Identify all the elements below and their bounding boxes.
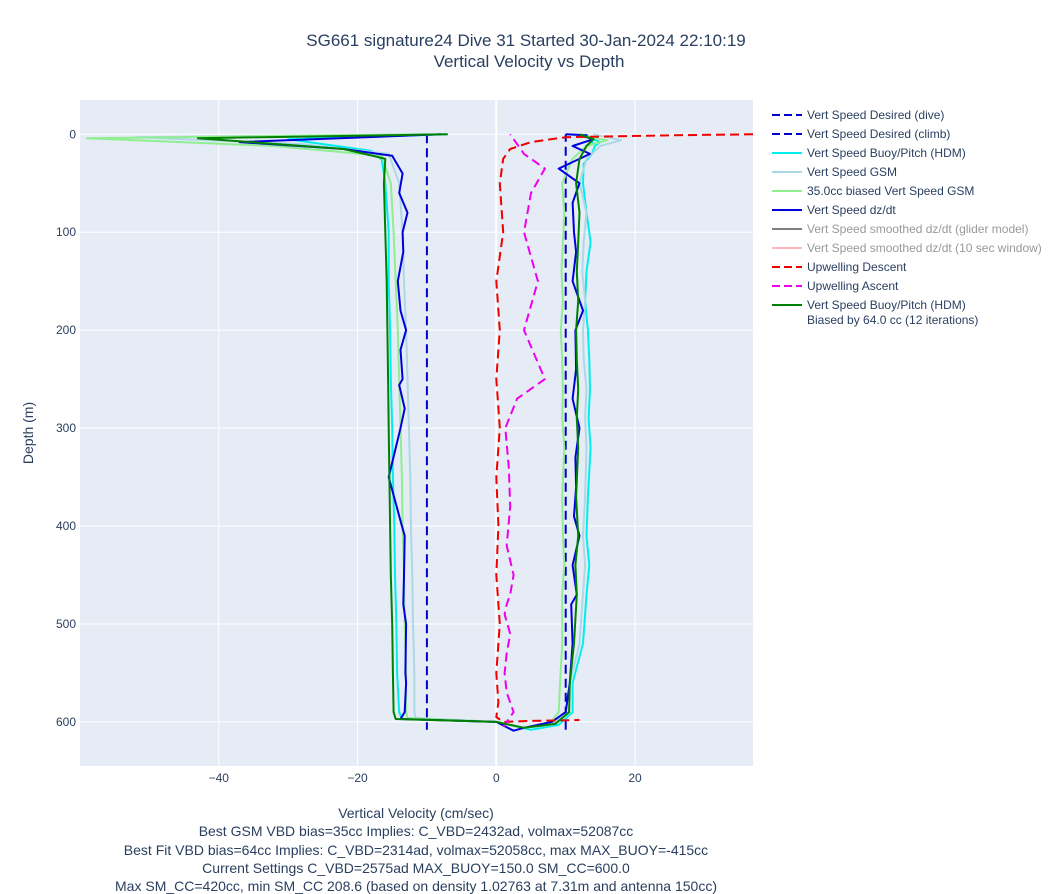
x-tick-label: −40 <box>209 771 230 785</box>
x-tick-label: 20 <box>628 771 642 785</box>
legend: Vert Speed Desired (dive) Vert Speed Desi… <box>772 108 1042 327</box>
x-axis-note-1: Best GSM VBD bias=35cc Implies: C_VBD=24… <box>199 823 634 839</box>
series-line-4 <box>85 133 609 729</box>
y-tick-label: 500 <box>56 617 76 631</box>
legend-label-2: Vert Speed Buoy/Pitch (HDM) <box>807 146 966 160</box>
x-axis-title: Vertical Velocity (cm/sec) <box>338 805 494 821</box>
legend-label-7: Vert Speed smoothed dz/dt (10 sec window… <box>807 241 1042 255</box>
x-axis-note-4: Max SM_CC=420cc, min SM_CC 208.6 (based … <box>115 878 717 894</box>
series-line-9 <box>502 133 546 728</box>
x-tick-labels: −40 −20 0 20 <box>209 771 642 785</box>
y-tick-label: 100 <box>56 225 76 239</box>
x-tick-label: 0 <box>493 771 500 785</box>
series-line-2 <box>287 133 602 731</box>
legend-label-5: Vert Speed dz/dt <box>807 203 896 217</box>
y-tick-labels: 0 100 200 300 400 500 600 <box>56 127 76 729</box>
y-tick-label: 300 <box>56 421 76 435</box>
legend-label-3: Vert Speed GSM <box>807 165 897 179</box>
legend-label-6: Vert Speed smoothed dz/dt (glider model) <box>807 222 1028 236</box>
legend-label-10: Biased by 64.0 cc (12 iterations) <box>807 313 978 327</box>
chart-title: SG661 signature24 Dive 31 Started 30-Jan… <box>306 31 745 50</box>
series-line-10 <box>196 133 595 729</box>
legend-label-1: Vert Speed Desired (climb) <box>807 127 950 141</box>
y-tick-label: 400 <box>56 519 76 533</box>
y-tick-label: 0 <box>69 127 76 141</box>
y-axis-title: Depth (m) <box>20 402 36 464</box>
legend-label-8: Upwelling Descent <box>807 260 907 274</box>
legend-label-9: Upwelling Ascent <box>807 279 899 293</box>
y-tick-label: 600 <box>56 715 76 729</box>
legend-label-4: 35.0cc biased Vert Speed GSM <box>807 184 974 198</box>
legend-label-10: Vert Speed Buoy/Pitch (HDM) <box>807 298 966 312</box>
y-tick-label: 200 <box>56 323 76 337</box>
x-axis-note-3: Current Settings C_VBD=2575ad MAX_BUOY=1… <box>202 860 630 876</box>
chart-subtitle: Vertical Velocity vs Depth <box>434 52 625 71</box>
legend-label-0: Vert Speed Desired (dive) <box>807 108 944 122</box>
x-tick-label: −20 <box>347 771 368 785</box>
data-traces <box>85 133 754 732</box>
x-axis-note-2: Best Fit VBD bias=64cc Implies: C_VBD=23… <box>124 842 708 858</box>
plot-background <box>80 100 753 766</box>
